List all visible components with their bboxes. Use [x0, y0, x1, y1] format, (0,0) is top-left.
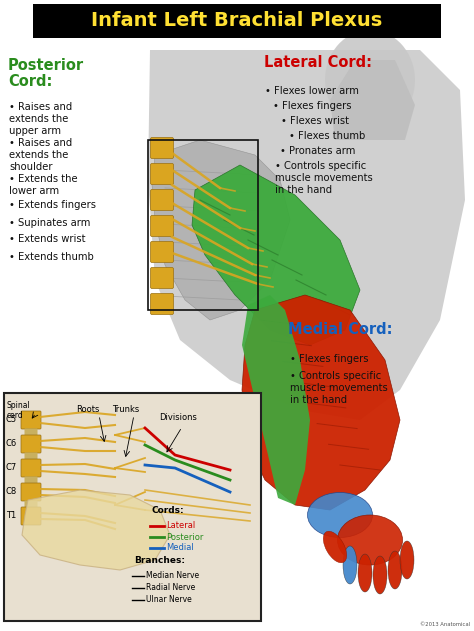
FancyBboxPatch shape: [151, 138, 173, 158]
Text: Roots: Roots: [76, 405, 100, 414]
FancyBboxPatch shape: [25, 476, 37, 483]
Polygon shape: [242, 295, 310, 505]
Text: • Flexes thumb: • Flexes thumb: [289, 131, 365, 141]
Polygon shape: [242, 295, 400, 510]
Text: Divisions: Divisions: [159, 413, 197, 422]
Text: Median Nerve: Median Nerve: [146, 572, 199, 581]
FancyBboxPatch shape: [4, 393, 261, 621]
FancyBboxPatch shape: [33, 4, 441, 38]
Text: C5: C5: [6, 415, 17, 425]
FancyBboxPatch shape: [21, 483, 41, 501]
FancyBboxPatch shape: [25, 500, 37, 507]
Text: Branches:: Branches:: [134, 556, 185, 565]
FancyBboxPatch shape: [151, 268, 173, 288]
Text: • Controls specific
muscle movements
in the hand: • Controls specific muscle movements in …: [275, 161, 373, 195]
Text: • Controls specific
muscle movements
in the hand: • Controls specific muscle movements in …: [290, 371, 388, 405]
Ellipse shape: [337, 515, 402, 565]
Ellipse shape: [325, 30, 415, 130]
Text: Posterior
Cord:: Posterior Cord:: [8, 58, 84, 89]
Ellipse shape: [373, 556, 387, 594]
Text: Medial Cord:: Medial Cord:: [288, 322, 392, 337]
Text: • Flexes lower arm: • Flexes lower arm: [265, 86, 359, 96]
Text: Cords:: Cords:: [152, 506, 185, 515]
Text: Ulnar Nerve: Ulnar Nerve: [146, 596, 192, 604]
Text: C8: C8: [6, 488, 17, 497]
Polygon shape: [148, 50, 465, 420]
Text: Trunks: Trunks: [112, 405, 139, 414]
Text: Radial Nerve: Radial Nerve: [146, 584, 195, 593]
FancyBboxPatch shape: [21, 435, 41, 453]
Text: • Extends thumb: • Extends thumb: [9, 252, 94, 261]
Text: • Extends wrist: • Extends wrist: [9, 235, 85, 244]
Ellipse shape: [388, 551, 402, 589]
Text: • Raises and
extends the
upper arm: • Raises and extends the upper arm: [9, 102, 72, 136]
Text: T1: T1: [6, 512, 16, 521]
Text: Medial: Medial: [166, 543, 194, 553]
Text: Posterior: Posterior: [166, 533, 203, 541]
FancyBboxPatch shape: [151, 163, 173, 184]
Ellipse shape: [323, 531, 346, 563]
Text: Infant Left Brachial Plexus: Infant Left Brachial Plexus: [91, 11, 383, 30]
Text: ©2013 Anatomical: ©2013 Anatomical: [420, 622, 470, 627]
Text: Spinal
cord: Spinal cord: [7, 401, 31, 420]
FancyBboxPatch shape: [25, 452, 37, 459]
FancyBboxPatch shape: [21, 507, 41, 525]
Ellipse shape: [400, 541, 414, 579]
Text: • Flexes fingers: • Flexes fingers: [273, 101, 352, 111]
Text: • Extends fingers: • Extends fingers: [9, 201, 96, 211]
Polygon shape: [152, 140, 290, 320]
FancyBboxPatch shape: [151, 242, 173, 262]
Text: • Extends the
lower arm: • Extends the lower arm: [9, 174, 78, 196]
Text: • Pronates arm: • Pronates arm: [280, 146, 356, 156]
FancyBboxPatch shape: [21, 459, 41, 477]
Ellipse shape: [358, 554, 372, 592]
FancyBboxPatch shape: [151, 189, 173, 211]
FancyBboxPatch shape: [151, 293, 173, 314]
Polygon shape: [192, 165, 360, 345]
Polygon shape: [330, 60, 415, 140]
Text: • Supinates arm: • Supinates arm: [9, 218, 91, 228]
Ellipse shape: [343, 546, 357, 584]
Text: • Raises and
extends the
shoulder: • Raises and extends the shoulder: [9, 138, 72, 172]
FancyBboxPatch shape: [21, 411, 41, 429]
Ellipse shape: [308, 493, 373, 538]
Text: C7: C7: [6, 464, 17, 473]
Text: Lateral: Lateral: [166, 521, 195, 531]
FancyBboxPatch shape: [25, 428, 37, 435]
Text: Lateral Cord:: Lateral Cord:: [264, 55, 372, 70]
Polygon shape: [22, 490, 170, 570]
Text: C6: C6: [6, 440, 17, 449]
Text: • Flexes wrist: • Flexes wrist: [281, 116, 349, 126]
Text: • Flexes fingers: • Flexes fingers: [290, 354, 368, 364]
FancyBboxPatch shape: [151, 216, 173, 237]
